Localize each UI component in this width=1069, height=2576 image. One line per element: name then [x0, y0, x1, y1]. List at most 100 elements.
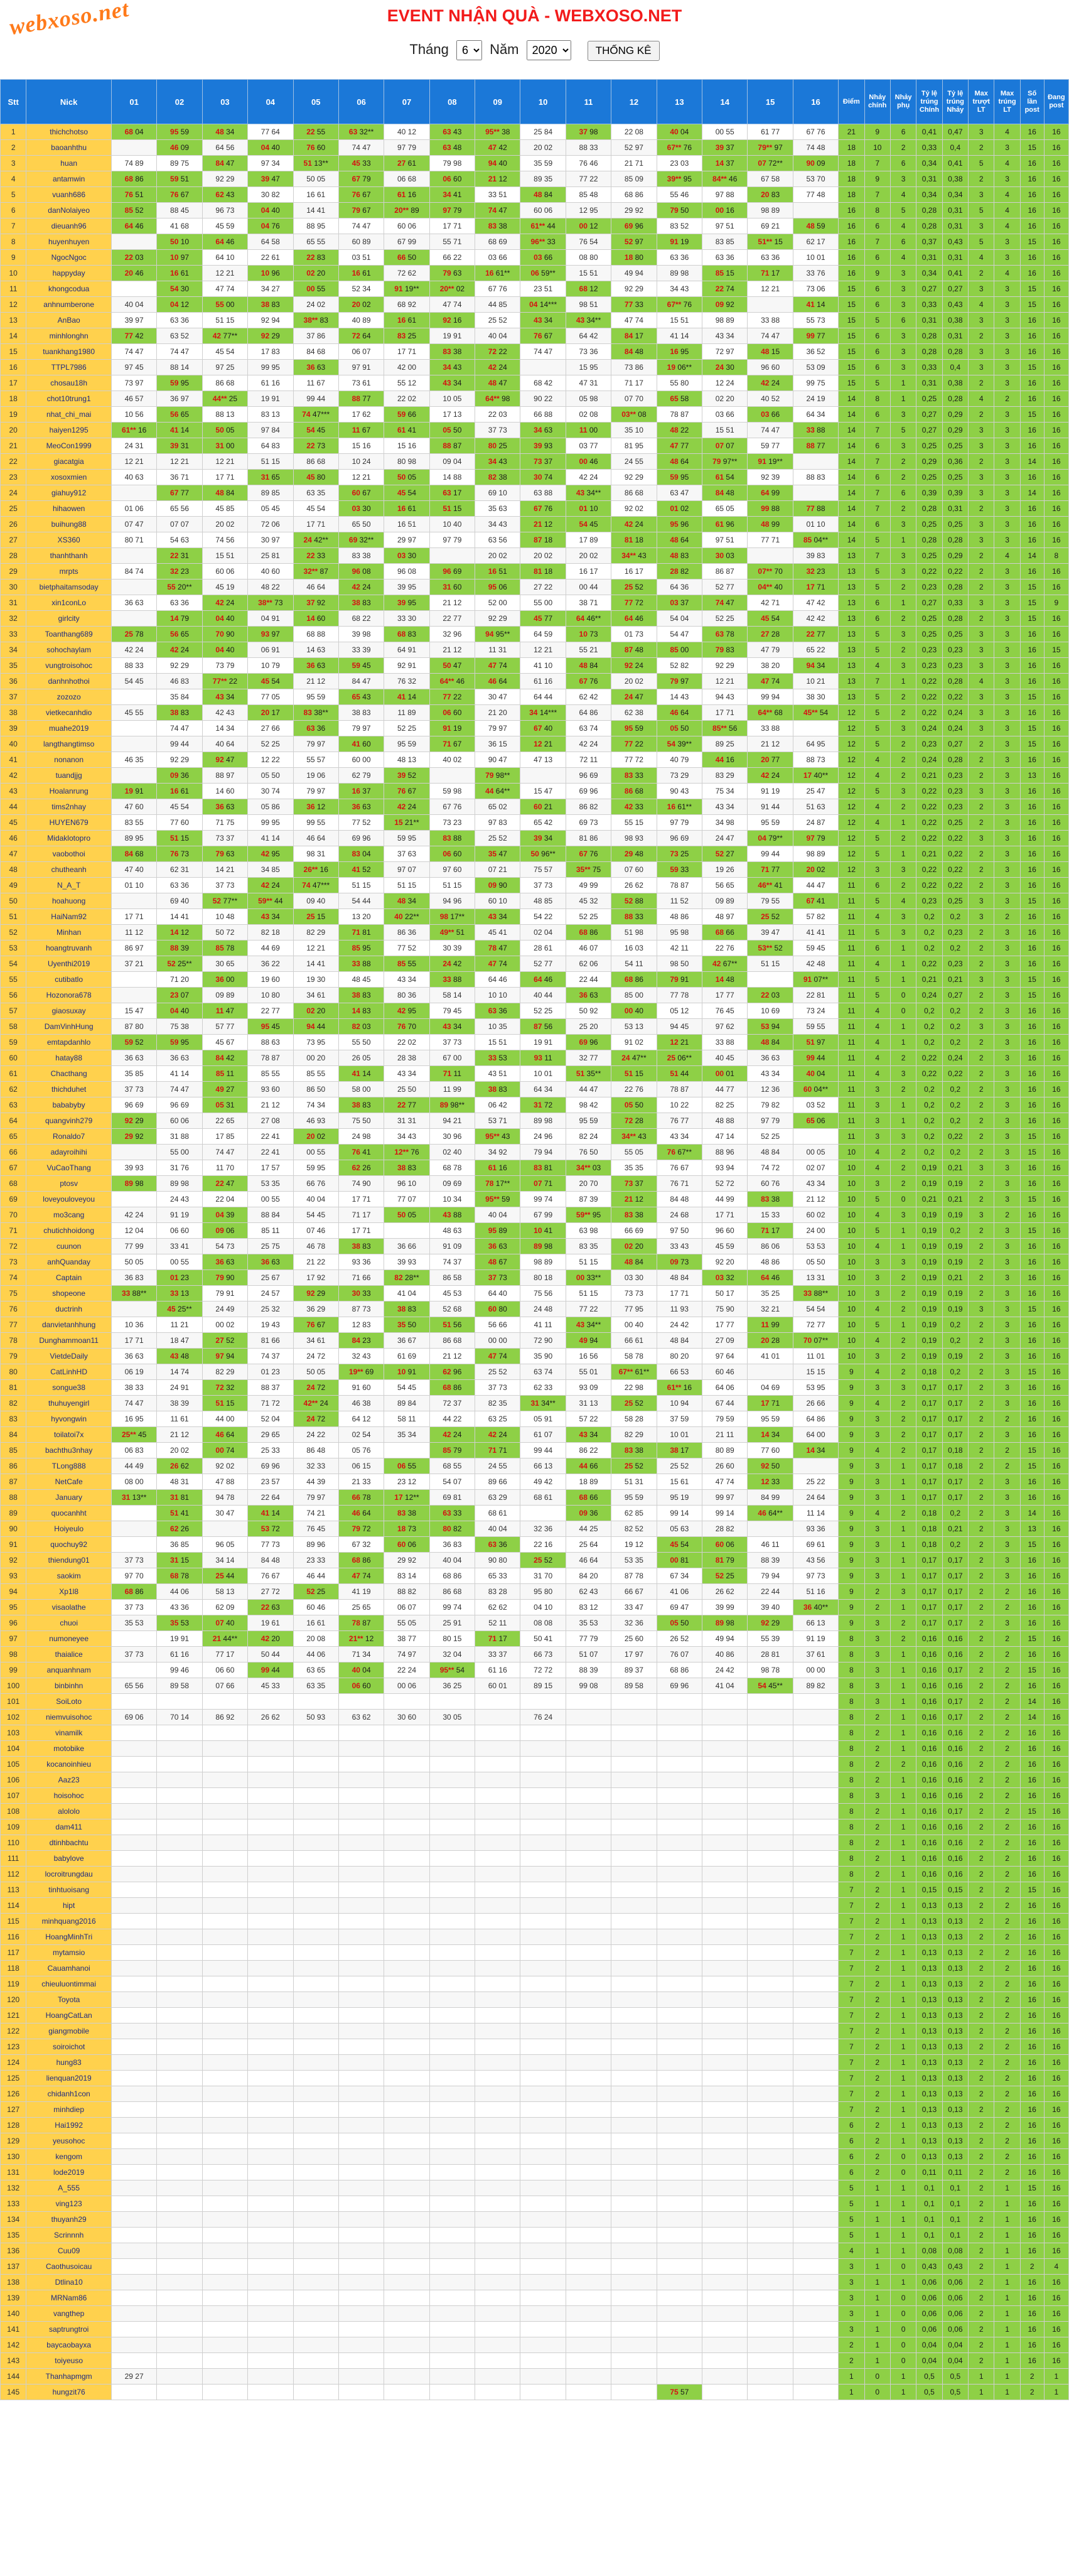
nick-link[interactable]: quocanhht [26, 1505, 112, 1521]
nick-link[interactable]: Dtlina10 [26, 2274, 112, 2290]
nick-link[interactable]: Scrinnnh [26, 2227, 112, 2243]
nick-link[interactable]: vinamilk [26, 1725, 112, 1741]
nick-link[interactable]: cuunon [26, 1238, 112, 1254]
nick-link[interactable]: hatay88 [26, 1050, 112, 1066]
nick-link[interactable]: Aaz23 [26, 1772, 112, 1788]
nick-link[interactable]: motobike [26, 1740, 112, 1757]
nick-link[interactable]: emtapdanhlo [26, 1034, 112, 1050]
nick-link[interactable]: xin1conLo [26, 595, 112, 611]
nick-link[interactable]: tuandjjg [26, 767, 112, 784]
nick-link[interactable]: HaiNam92 [26, 908, 112, 925]
nick-link[interactable]: danNolaiyeo [26, 202, 112, 218]
nick-link[interactable]: yeusohoc [26, 2133, 112, 2149]
nick-link[interactable]: visaolathe [26, 1599, 112, 1615]
nick-link[interactable]: Cuu09 [26, 2243, 112, 2259]
nick-link[interactable]: hoisohoc [26, 1787, 112, 1804]
nick-link[interactable]: Midaklotopro [26, 830, 112, 846]
nick-link[interactable]: zozozo [26, 689, 112, 705]
nick-link[interactable]: Hozonora678 [26, 987, 112, 1003]
nick-link[interactable]: giahuy912 [26, 485, 112, 501]
nick-link[interactable]: toiyeuso [26, 2352, 112, 2369]
nick-link[interactable]: hipt [26, 1897, 112, 1914]
nick-link[interactable]: MeoCon1999 [26, 438, 112, 454]
nick-link[interactable]: hoahuong [26, 893, 112, 909]
nick-link[interactable]: CatLinhHD [26, 1364, 112, 1380]
nick-link[interactable]: dtinhbachtu [26, 1835, 112, 1851]
nick-link[interactable]: buihung88 [26, 516, 112, 532]
nick-link[interactable]: A_555 [26, 2180, 112, 2196]
nick-link[interactable]: NgocNgoc [26, 249, 112, 266]
nick-link[interactable]: niemvuisohoc [26, 1709, 112, 1725]
nick-link[interactable]: dam411 [26, 1819, 112, 1835]
nick-link[interactable]: mytamsio [26, 1944, 112, 1961]
nick-link[interactable]: hihaowen [26, 500, 112, 517]
nick-link[interactable]: chidanh1con [26, 2086, 112, 2102]
year-select[interactable]: 2020 [526, 40, 571, 60]
nick-link[interactable]: lode2019 [26, 2164, 112, 2180]
nick-link[interactable]: chieuluontimmai [26, 1976, 112, 1992]
nick-link[interactable]: vangthep [26, 2305, 112, 2322]
nick-link[interactable]: numoneyee [26, 1630, 112, 1647]
nick-link[interactable]: thiendung01 [26, 1552, 112, 1568]
nick-link[interactable]: vungtroisohoc [26, 657, 112, 674]
nick-link[interactable]: quangvinh279 [26, 1113, 112, 1129]
nick-link[interactable]: Minhan [26, 924, 112, 940]
nick-link[interactable]: baoanhthu [26, 139, 112, 156]
nick-link[interactable]: sohochaylam [26, 642, 112, 658]
nick-link[interactable]: AnBao [26, 312, 112, 328]
nick-link[interactable]: MRNam86 [26, 2290, 112, 2306]
nick-link[interactable]: quochuy92 [26, 1536, 112, 1553]
nick-link[interactable]: adayroihihi [26, 1144, 112, 1160]
nick-link[interactable]: chosau18h [26, 375, 112, 391]
nick-link[interactable]: bachthu3nhay [26, 1442, 112, 1458]
nick-link[interactable]: muahe2019 [26, 720, 112, 736]
stats-button[interactable]: THỐNG KÊ [587, 41, 660, 61]
nick-link[interactable]: mo3cang [26, 1207, 112, 1223]
nick-link[interactable]: hungzit76 [26, 2384, 112, 2400]
nick-link[interactable]: bababyby [26, 1097, 112, 1113]
nick-link[interactable]: thuhuyengirl [26, 1395, 112, 1411]
nick-link[interactable]: ving123 [26, 2196, 112, 2212]
nick-link[interactable]: ductrinh [26, 1301, 112, 1317]
nick-link[interactable]: xosoxmien [26, 469, 112, 485]
nick-link[interactable]: langthangtimso [26, 736, 112, 752]
nick-link[interactable]: loveyouloveyou [26, 1191, 112, 1207]
nick-link[interactable]: chuoi [26, 1615, 112, 1631]
nick-link[interactable]: vaobothoi [26, 846, 112, 862]
nick-link[interactable]: giangmobile [26, 2023, 112, 2039]
nick-link[interactable]: lienquan2019 [26, 2070, 112, 2086]
nick-link[interactable]: minhquang2016 [26, 1913, 112, 1929]
nick-link[interactable]: giacatgia [26, 453, 112, 470]
month-select[interactable]: 6 [456, 40, 482, 60]
nick-link[interactable]: antamwin [26, 171, 112, 187]
nick-link[interactable]: Xp1l8 [26, 1583, 112, 1600]
nick-link[interactable]: anquanhnam [26, 1662, 112, 1678]
nick-link[interactable]: HoangMinhTri [26, 1929, 112, 1945]
nick-link[interactable]: huan [26, 155, 112, 171]
nick-link[interactable]: VuCaoThang [26, 1160, 112, 1176]
nick-link[interactable]: babylove [26, 1850, 112, 1867]
nick-link[interactable]: nonanon [26, 752, 112, 768]
nick-link[interactable]: thaialice [26, 1646, 112, 1663]
nick-link[interactable]: danvietanhhung [26, 1317, 112, 1333]
nick-link[interactable]: thuyanh29 [26, 2211, 112, 2228]
nick-link[interactable]: TLong888 [26, 1458, 112, 1474]
nick-link[interactable]: mrpts [26, 563, 112, 579]
nick-link[interactable]: Cauamhanoi [26, 1960, 112, 1976]
nick-link[interactable]: kengom [26, 2148, 112, 2165]
nick-link[interactable]: TTPL7986 [26, 359, 112, 375]
nick-link[interactable]: saokim [26, 1568, 112, 1584]
nick-link[interactable]: Chacthang [26, 1065, 112, 1082]
nick-link[interactable]: January [26, 1489, 112, 1506]
nick-link[interactable]: Caothusoicau [26, 2258, 112, 2275]
nick-link[interactable]: Toyota [26, 1991, 112, 2008]
nick-link[interactable]: hung83 [26, 2054, 112, 2071]
nick-link[interactable]: HoangCatLan [26, 2007, 112, 2024]
nick-link[interactable]: Uyenthi2019 [26, 956, 112, 972]
nick-link[interactable]: binbinhn [26, 1678, 112, 1694]
nick-link[interactable]: Hai1992 [26, 2117, 112, 2133]
nick-link[interactable]: tims2nhay [26, 799, 112, 815]
nick-link[interactable]: thichchotso [26, 124, 112, 140]
nick-link[interactable]: chutichhoidong [26, 1222, 112, 1239]
nick-link[interactable]: giaosuxay [26, 1003, 112, 1019]
